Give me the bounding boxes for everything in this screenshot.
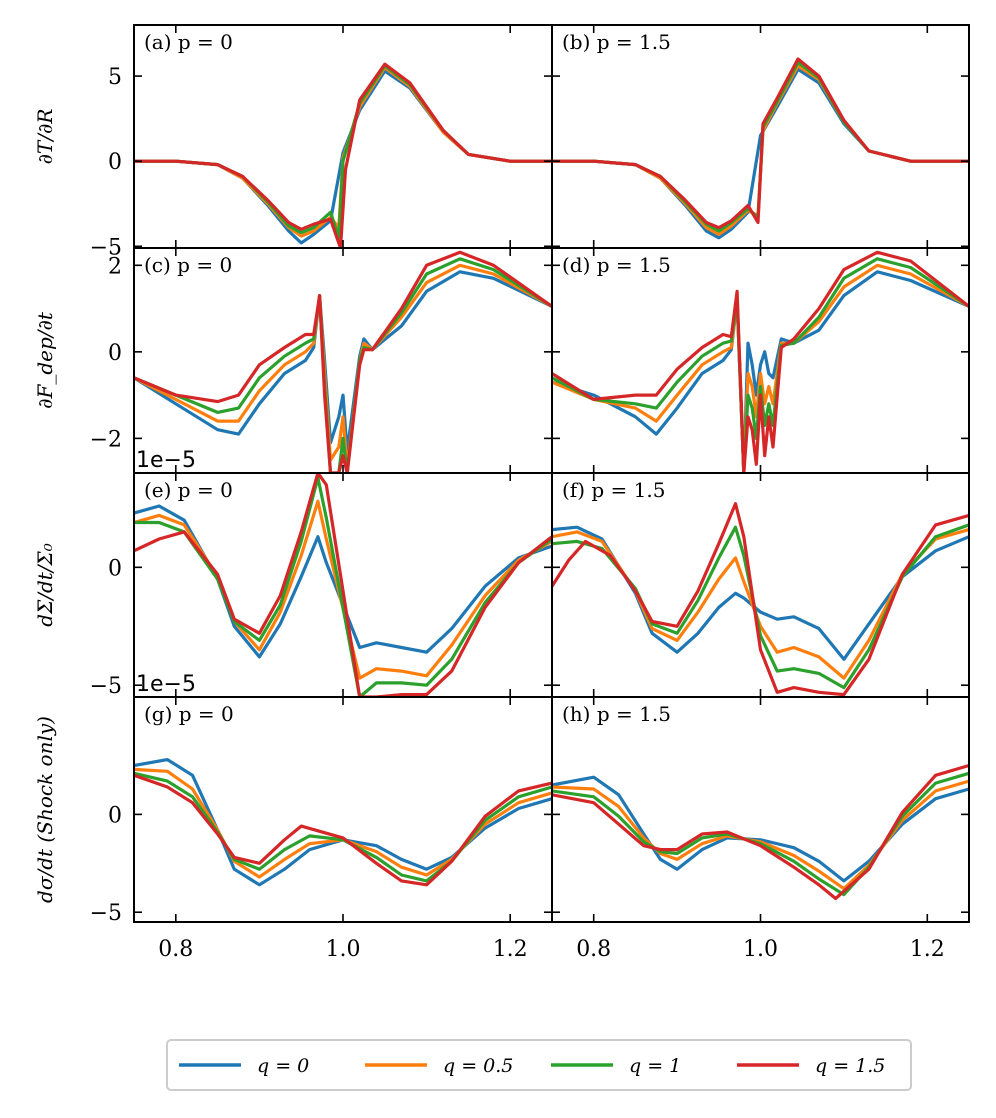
y-tick-label: 0 <box>108 556 122 581</box>
series-line-q0_5 <box>552 779 969 891</box>
panel-title: (e) p = 0 <box>144 478 233 502</box>
offset-label: 1e−5 <box>136 672 196 697</box>
x-tick-label: 1.2 <box>910 937 945 962</box>
panel-2-0: 0 −5 (e) p = 0 <box>90 472 553 699</box>
panel-0-0: 5 0 −5 (a) p = 0 <box>90 24 553 260</box>
panel-3-0: 0.8 1.0 1.2 0 −5 (g) p = 0 <box>90 696 553 962</box>
legend: q = 0 q = 0.5 q = 1 q = 1.5 <box>166 1039 912 1091</box>
series-group <box>552 502 969 697</box>
series-line-q1_5 <box>552 502 969 697</box>
series-line-q0 <box>134 270 552 453</box>
y-tick-label: 5 <box>108 65 122 90</box>
y-axis-label: ∂T/∂R <box>33 109 57 165</box>
series-group <box>134 473 552 697</box>
series-line-q0_5 <box>134 263 552 471</box>
y-tick-label: −5 <box>90 235 122 260</box>
y-tick-label: 0 <box>108 341 122 366</box>
offset-label: 1e−5 <box>136 448 196 473</box>
series-line-q1_5 <box>552 250 969 473</box>
y-tick-label: −2 <box>90 427 122 452</box>
series-line-q1_5 <box>552 763 969 901</box>
series-group <box>552 57 969 240</box>
y-axis-label: dσ/dt (Shock only) <box>33 716 57 903</box>
legend-entry-label: q = 1.5 <box>815 1055 885 1077</box>
y-tick-label: −5 <box>90 901 122 926</box>
series-line-q1 <box>134 476 552 697</box>
panel-1-0: 2 0 −2 (c) p = 0 <box>90 247 553 474</box>
panel-title: (f) p = 1.5 <box>562 478 665 502</box>
legend-entry-label: q = 1 <box>629 1055 681 1077</box>
series-group <box>134 250 552 473</box>
panel-0-1: (b) p = 1.5 <box>551 24 970 249</box>
x-tick-label: 1.0 <box>743 937 778 962</box>
panel-title: (g) p = 0 <box>144 702 234 726</box>
y-tick-label: 0 <box>108 150 122 175</box>
series-line-q1 <box>552 523 969 690</box>
panel-title: (h) p = 1.5 <box>562 702 671 726</box>
y-axis-label: ∂F_dep/∂t <box>33 311 57 409</box>
panel-3-1: 0.8 1.0 1.2 (h) p = 1.5 <box>551 696 970 962</box>
x-tick-label: 1.0 <box>326 937 361 962</box>
series-line-q1_5 <box>134 62 552 248</box>
series-line-q0_5 <box>552 263 969 473</box>
series-group <box>134 62 552 248</box>
series-line-q0 <box>552 775 969 883</box>
axes-frame <box>551 472 970 698</box>
series-line-q0 <box>552 270 969 473</box>
panel-1-1: (d) p = 1.5 <box>551 247 970 474</box>
x-tick-label: 1.2 <box>493 937 528 962</box>
series-line-q1 <box>552 257 969 473</box>
panel-title: (c) p = 0 <box>144 253 232 277</box>
series-group <box>552 250 969 473</box>
panel-2-1: (f) p = 1.5 <box>551 472 970 698</box>
panel-title: (d) p = 1.5 <box>562 253 671 277</box>
series-line-q0_5 <box>552 528 969 680</box>
series-line-q1_5 <box>134 773 552 887</box>
series-line-q1 <box>134 257 552 473</box>
y-tick-label: −5 <box>90 674 122 699</box>
panel-title: (a) p = 0 <box>144 30 233 54</box>
panel-title: (b) p = 1.5 <box>562 30 671 54</box>
x-tick-label: 0.8 <box>158 937 193 962</box>
x-tick-label: 0.8 <box>576 937 611 962</box>
legend-entry-label: q = 0 <box>257 1055 309 1077</box>
y-tick-label: 2 <box>108 254 122 279</box>
legend-frame <box>166 1039 912 1091</box>
legend-entry-label: q = 0.5 <box>443 1055 513 1077</box>
series-group <box>134 758 552 887</box>
series-line-q1_5 <box>552 57 969 230</box>
series-line-q1_5 <box>134 250 552 473</box>
y-tick-label: 0 <box>108 803 122 828</box>
series-line-q1_5 <box>134 473 552 697</box>
series-group <box>552 763 969 901</box>
y-axis-label: dΣ/dt/Σ₀ <box>33 543 57 626</box>
